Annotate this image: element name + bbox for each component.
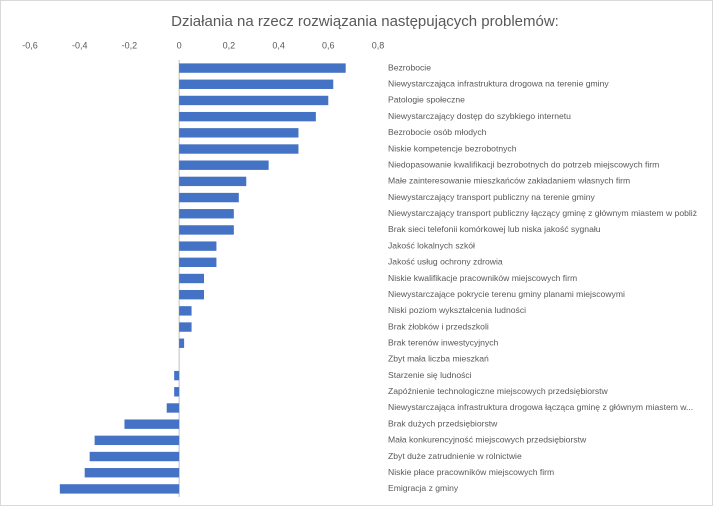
x-tick-label: 0,8 <box>372 40 385 50</box>
category-label: Zapóźnienie technologiczne miejscowych p… <box>388 386 609 396</box>
bar <box>59 484 180 494</box>
bar <box>179 63 346 73</box>
category-label: Małe zainteresowanie mieszkańców zakłada… <box>388 176 630 186</box>
x-tick-label: 0,4 <box>272 40 285 50</box>
category-label: Niskie płace pracowników miejscowych fir… <box>388 467 554 477</box>
x-tick-label: -0,4 <box>72 40 88 50</box>
bar <box>179 192 239 203</box>
bar <box>179 338 185 348</box>
category-label: Brak terenów inwestycyjnych <box>388 338 499 348</box>
x-tick-label: 0,6 <box>322 40 335 50</box>
category-label: Patologie społeczne <box>388 95 465 105</box>
category-label: Niedopasowanie kwalifikacji bezrobotnych… <box>388 159 659 169</box>
bar <box>179 95 329 106</box>
category-label: Starzenie się ludności <box>388 370 472 380</box>
category-label: Niewystarczający transport publiczny łąc… <box>388 208 697 218</box>
bar <box>166 403 180 413</box>
bar <box>179 225 234 235</box>
bar <box>179 241 217 251</box>
category-label: Jakość usług ochrony zdrowia <box>388 257 503 267</box>
category-label: Brak żłobków i przedszkoli <box>388 321 489 331</box>
category-label: Brak sieci telefonii komórkowej lub nisk… <box>388 224 601 234</box>
category-label: Niewystarczający transport publiczny na … <box>388 192 596 202</box>
category-label: Niewystarczający dostęp do szybkiego int… <box>388 111 571 121</box>
category-label: Niski poziom wykształcenia ludności <box>388 305 526 315</box>
category-label: Emigracja z gminy <box>388 483 459 493</box>
category-label: Niewystarczająca infrastruktura drogowa … <box>388 79 609 89</box>
x-tick-label: 0 <box>177 40 182 50</box>
bar <box>94 435 180 446</box>
bar <box>89 451 180 462</box>
x-tick-label: -0,6 <box>22 40 38 50</box>
category-label: Bezrobocie osób młodych <box>388 127 487 137</box>
bar <box>124 419 180 429</box>
category-label: Niewystarczająca infrastruktura drogowa … <box>388 402 693 412</box>
category-label: Niewystarczające pokrycie terenu gminy p… <box>388 289 625 299</box>
bar <box>179 322 192 332</box>
bar <box>179 289 204 300</box>
bar <box>179 209 234 219</box>
x-tick-label: 0,2 <box>223 40 236 50</box>
category-label: Brak dużych przedsiębiorstw <box>388 418 498 428</box>
bar <box>179 306 192 316</box>
bar <box>179 176 247 187</box>
bar <box>179 160 269 170</box>
bar <box>84 468 180 478</box>
category-label: Zbyt mała liczba mieszkań <box>388 354 489 364</box>
category-label: Niskie kompetencje bezrobotnych <box>388 143 517 153</box>
bar <box>179 128 299 138</box>
bar <box>179 273 204 284</box>
category-label: Bezrobocie <box>388 62 431 72</box>
bar <box>179 257 217 268</box>
chart-title: Działania na rzecz rozwiązania następują… <box>171 13 559 30</box>
category-label: Zbyt duże zatrudnienie w rolnictwie <box>388 451 522 461</box>
bar <box>174 387 180 397</box>
bar <box>174 370 180 381</box>
category-label: Jakość lokalnych szkół <box>388 240 475 250</box>
category-label: Niskie kwalifikacje pracowników miejscow… <box>388 273 577 283</box>
bar <box>179 111 316 122</box>
category-label: Mała konkurencyjność miejscowych przedsi… <box>388 435 587 445</box>
x-tick-label: -0,2 <box>122 40 138 50</box>
bar <box>179 79 334 89</box>
bar <box>179 144 299 154</box>
